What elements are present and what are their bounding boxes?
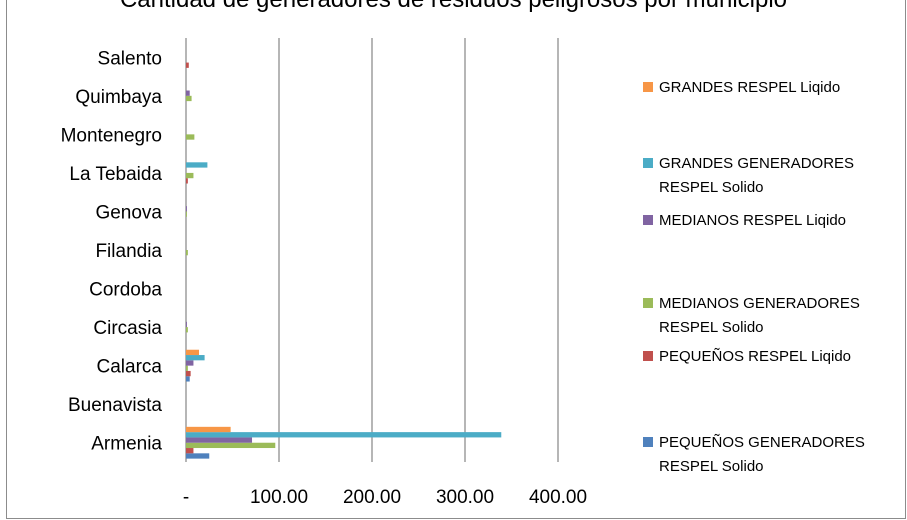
bar — [186, 376, 190, 382]
bar — [186, 360, 194, 366]
legend-label: RESPEL Solido — [659, 319, 764, 336]
legend-swatch — [643, 82, 653, 92]
legend-label: PEQUEÑOS RESPEL Liqido — [659, 348, 851, 365]
bar — [186, 370, 191, 377]
y-category-label: Quimbaya — [75, 87, 162, 108]
bar — [186, 349, 200, 356]
x-tick-label: 100.00 — [250, 487, 308, 508]
y-category-label: Cordoba — [89, 280, 162, 301]
bar — [186, 62, 189, 68]
x-tick-label: - — [183, 487, 189, 508]
legend-swatch — [643, 351, 653, 361]
bar — [186, 437, 253, 443]
bar — [186, 355, 205, 361]
bar — [186, 134, 195, 140]
chart-title-clip: Cantidad de generadores de residuos peli… — [0, 0, 907, 12]
legend-label: PEQUEÑOS GENERADORES — [659, 434, 865, 451]
bar — [186, 90, 190, 96]
bar — [186, 448, 194, 454]
y-category-label: Genova — [95, 202, 162, 223]
bar — [186, 365, 188, 371]
legend-swatch — [643, 437, 653, 447]
legend-label: MEDIANOS RESPEL Liqido — [659, 212, 846, 229]
legend-label: GRANDES GENERADORES — [659, 155, 854, 172]
legend-label: RESPEL Solido — [659, 179, 764, 196]
bar — [186, 178, 188, 184]
y-category-label: La Tebaida — [69, 164, 162, 185]
x-tick-label: 400.00 — [529, 487, 587, 508]
bar — [186, 321, 187, 328]
bar — [186, 327, 188, 333]
bar — [186, 206, 187, 212]
x-tick-label: 200.00 — [343, 487, 401, 508]
y-category-label: Salento — [98, 48, 162, 69]
bar — [186, 250, 188, 256]
bar — [186, 426, 231, 433]
y-category-label: Montenegro — [61, 125, 162, 146]
bar — [186, 162, 208, 168]
bar — [186, 453, 210, 459]
legend-swatch — [643, 215, 653, 225]
legend-swatch — [643, 298, 653, 308]
x-tick-label: 300.00 — [436, 487, 494, 508]
bar — [186, 442, 276, 449]
y-category-label: Calarca — [97, 357, 163, 378]
chart-title: Cantidad de generadores de residuos peli… — [0, 0, 907, 12]
bar — [186, 95, 192, 102]
y-category-label: Armenia — [91, 434, 162, 455]
legend-swatch — [643, 158, 653, 168]
bar — [186, 172, 194, 179]
y-category-label: Buenavista — [68, 395, 162, 416]
legend-label: RESPEL Solido — [659, 458, 764, 475]
legend-label: GRANDES RESPEL Liqido — [659, 79, 840, 96]
bar — [186, 432, 502, 438]
legend-label: MEDIANOS GENERADORES — [659, 295, 860, 312]
y-category-label: Circasia — [93, 318, 162, 339]
y-category-label: Filandia — [95, 241, 162, 262]
bar — [186, 211, 187, 217]
